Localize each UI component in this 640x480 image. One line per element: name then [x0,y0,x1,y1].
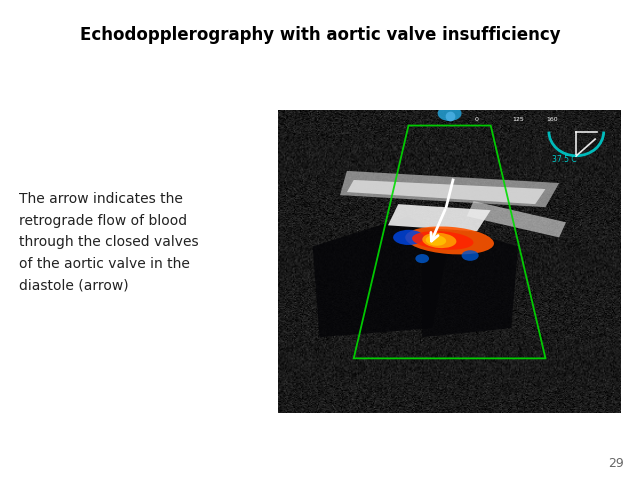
Polygon shape [467,201,566,238]
Ellipse shape [415,254,429,263]
Polygon shape [388,204,491,231]
Polygon shape [340,171,559,207]
Text: The arrow indicates the
retrograde flow of blood
through the closed valves
of th: The arrow indicates the retrograde flow … [19,192,199,293]
Polygon shape [422,231,518,337]
Ellipse shape [461,250,479,261]
Text: 37.5 C: 37.5 C [552,155,577,164]
Ellipse shape [422,233,456,248]
Ellipse shape [438,106,461,121]
Text: 0: 0 [475,117,479,122]
Ellipse shape [405,227,494,254]
Ellipse shape [412,231,474,250]
Text: 29: 29 [608,457,624,470]
Ellipse shape [393,230,424,245]
Text: 125: 125 [512,117,524,122]
Ellipse shape [426,235,446,246]
Polygon shape [347,180,545,204]
Text: Echodopplerography with aortic valve insufficiency: Echodopplerography with aortic valve ins… [80,26,560,45]
Polygon shape [312,216,449,337]
Text: 160: 160 [547,117,558,122]
